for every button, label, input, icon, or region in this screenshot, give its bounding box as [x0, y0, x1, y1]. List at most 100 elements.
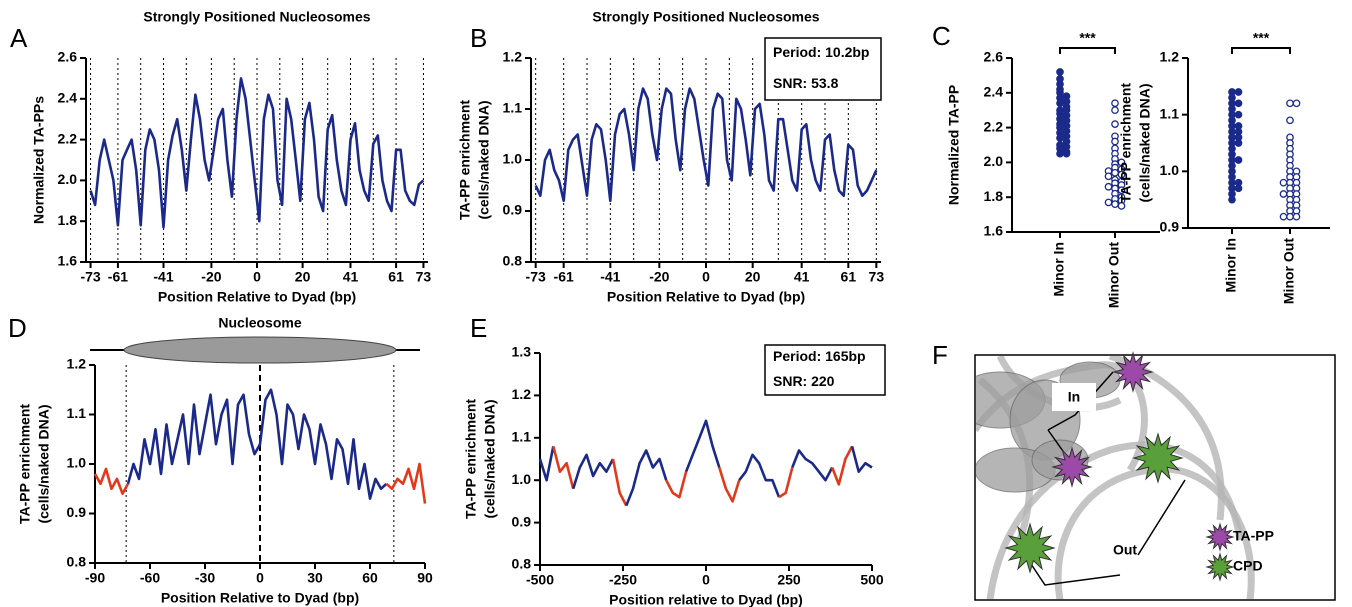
- data-line: [684, 419, 721, 473]
- data-point: [1056, 99, 1064, 108]
- y-axis-label: Normalized TA-PP: [946, 85, 962, 205]
- data-line: [738, 453, 781, 498]
- data-point: [1056, 134, 1064, 142]
- x-tick-label: -61: [108, 269, 128, 285]
- x-tick-label: -41: [153, 269, 173, 285]
- annotation-box: [764, 344, 886, 396]
- y-axis-label: TA-PP enrichment: [457, 100, 473, 220]
- data-point: [1111, 106, 1119, 115]
- annotation: SNR: 220: [773, 373, 835, 389]
- panel-letter: F: [932, 340, 948, 370]
- data-point: [1286, 99, 1294, 108]
- data-point: [1292, 212, 1301, 221]
- data-line: [571, 453, 615, 490]
- y-tick-label: 1.0: [512, 471, 532, 487]
- legend-label: TA-PP: [1233, 528, 1274, 544]
- x-tick-label: 0: [253, 269, 261, 285]
- label-bg: [1052, 383, 1096, 411]
- y-tick-label: 2.0: [984, 153, 1004, 169]
- y-tick-label: 1.1: [503, 100, 523, 116]
- data-point: [1056, 149, 1064, 158]
- x-axis-label: Position Relative to Dyad (bp): [607, 289, 805, 305]
- x-tick-label: Minor Out: [1281, 238, 1297, 304]
- data-point: [1234, 88, 1243, 96]
- y-tick-label: 1.1: [1160, 105, 1180, 121]
- x-tick-label: -250: [609, 572, 637, 588]
- data-point: [1234, 139, 1243, 147]
- x-axis-label: Position Relative to Dyad (bp): [161, 590, 359, 606]
- y-tick-label: 2.2: [984, 118, 1004, 134]
- annotation: Period: 165bp: [773, 348, 866, 364]
- x-tick-label: -500: [526, 572, 554, 588]
- y-tick-label: 0.8: [503, 253, 523, 269]
- y-tick-label: 1.1: [512, 429, 532, 445]
- data-line: [850, 445, 873, 473]
- data-point: [1056, 68, 1064, 76]
- y-tick-label: 1.1: [67, 405, 87, 421]
- y-tick-label: 0.9: [503, 202, 523, 218]
- data-point: [1111, 120, 1119, 128]
- y-axis-label: TA-PP enrichment: [463, 399, 479, 519]
- x-tick-label: Minor In: [1223, 238, 1239, 292]
- data-line: [126, 388, 388, 500]
- data-point: [1062, 149, 1071, 158]
- diagram-label: Out: [1113, 542, 1137, 558]
- data-line: [791, 449, 834, 482]
- y-tick-label: 1.2: [503, 49, 523, 65]
- x-tick-label: 20: [295, 269, 311, 285]
- y-tick-label: 1.2: [1160, 49, 1180, 65]
- y-tick-label: 1.6: [58, 253, 78, 269]
- x-tick-label: 500: [860, 572, 884, 588]
- significance-bracket: [1059, 47, 1116, 54]
- significance-bracket: [1231, 47, 1291, 54]
- y-tick-label: 0.9: [512, 513, 532, 529]
- data-point: [1228, 195, 1236, 204]
- x-tick-label: 60: [362, 570, 378, 586]
- x-tick-label: 41: [343, 269, 359, 285]
- y-tick-label: 1.3: [512, 344, 532, 360]
- legend-icon: [1205, 522, 1235, 552]
- panel-letter: D: [8, 313, 27, 343]
- y-tick-label: 2.0: [58, 171, 78, 187]
- data-line: [665, 471, 688, 499]
- y-tick-label: 0.9: [1160, 219, 1180, 235]
- x-tick-label: 20: [745, 269, 761, 285]
- x-tick-label: -30: [195, 570, 215, 586]
- data-point: [1104, 182, 1113, 191]
- data-line: [625, 449, 668, 507]
- x-tick-label: -20: [201, 269, 221, 285]
- y-axis-label: (cells/naked DNA): [482, 399, 498, 518]
- x-tick-label: Minor Out: [1106, 242, 1122, 308]
- data-point: [1286, 212, 1294, 221]
- cpd-site: [1004, 522, 1056, 574]
- x-tick-label: 61: [388, 269, 404, 285]
- data-line: [552, 445, 575, 490]
- data-point: [1104, 198, 1113, 207]
- data-line: [538, 446, 555, 482]
- data-point: [1279, 212, 1288, 221]
- band-label: Nucleosome: [218, 315, 301, 331]
- x-tick-label: 73: [869, 269, 885, 285]
- cpd-site: [1132, 432, 1184, 484]
- panel-letter: C: [932, 21, 951, 51]
- ta-pp-site: [1051, 446, 1093, 488]
- y-tick-label: 2.6: [984, 49, 1004, 65]
- y-tick-label: 2.4: [984, 84, 1004, 100]
- y-tick-label: 1.2: [67, 356, 87, 372]
- data-point: [1104, 172, 1113, 181]
- data-line: [778, 467, 794, 499]
- significance-label: ***: [1079, 30, 1096, 46]
- significance-label: ***: [1253, 30, 1270, 46]
- y-tick-label: 2.6: [58, 49, 78, 65]
- panel-letter: B: [470, 23, 487, 53]
- y-axis-label: Normalized TA-PPs: [31, 96, 47, 224]
- y-tick-label: 1.0: [503, 151, 523, 167]
- x-tick-label: 73: [416, 269, 432, 285]
- y-tick-label: 2.2: [58, 130, 78, 146]
- data-point: [1286, 116, 1294, 125]
- data-point: [1279, 178, 1288, 187]
- y-axis-label: (cells/naked DNA): [36, 404, 52, 523]
- y-tick-label: 2.4: [58, 90, 78, 106]
- x-tick-label: 90: [417, 570, 433, 586]
- x-tick-label: -73: [80, 269, 100, 285]
